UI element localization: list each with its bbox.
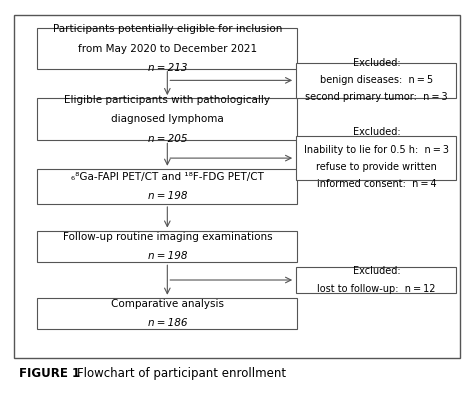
Text: refuse to provide written: refuse to provide written	[316, 162, 437, 172]
Text: Participants potentially eligible for inclusion: Participants potentially eligible for in…	[53, 24, 282, 34]
FancyBboxPatch shape	[37, 169, 297, 204]
FancyBboxPatch shape	[37, 298, 297, 330]
Text: Flowchart of participant enrollment: Flowchart of participant enrollment	[77, 367, 286, 380]
Text: Excluded:: Excluded:	[353, 266, 400, 276]
Text: from May 2020 to December 2021: from May 2020 to December 2021	[78, 44, 257, 54]
FancyBboxPatch shape	[296, 267, 456, 293]
Text: n = 213: n = 213	[147, 63, 187, 73]
Text: ₆⁸Ga-FAPI PET/CT and ¹⁸F-FDG PET/CT: ₆⁸Ga-FAPI PET/CT and ¹⁸F-FDG PET/CT	[71, 172, 264, 182]
Text: Excluded:: Excluded:	[353, 127, 400, 137]
Text: Follow-up routine imaging examinations: Follow-up routine imaging examinations	[63, 232, 272, 242]
Text: n = 186: n = 186	[147, 318, 187, 328]
Text: n = 198: n = 198	[147, 191, 187, 201]
FancyBboxPatch shape	[296, 136, 456, 180]
FancyBboxPatch shape	[37, 231, 297, 262]
Text: Eligible participants with pathologically: Eligible participants with pathologicall…	[64, 95, 270, 105]
FancyBboxPatch shape	[37, 98, 297, 141]
FancyBboxPatch shape	[296, 63, 456, 98]
Text: benign diseases:  n = 5: benign diseases: n = 5	[320, 75, 433, 85]
Text: FIGURE 1: FIGURE 1	[18, 367, 80, 380]
Text: Comparative analysis: Comparative analysis	[111, 299, 224, 309]
Text: Inability to lie for 0.5 h:  n = 3: Inability to lie for 0.5 h: n = 3	[304, 145, 449, 154]
FancyBboxPatch shape	[37, 28, 297, 69]
Text: diagnosed lymphoma: diagnosed lymphoma	[111, 114, 224, 124]
Text: second primary tumor:  n = 3: second primary tumor: n = 3	[305, 93, 447, 102]
Text: informed consent:  n = 4: informed consent: n = 4	[317, 179, 436, 189]
Text: lost to follow-up:  n = 12: lost to follow-up: n = 12	[317, 283, 436, 293]
Text: n = 198: n = 198	[147, 251, 187, 261]
Text: Excluded:: Excluded:	[353, 58, 400, 68]
Text: n = 205: n = 205	[147, 134, 187, 144]
FancyBboxPatch shape	[14, 15, 460, 358]
